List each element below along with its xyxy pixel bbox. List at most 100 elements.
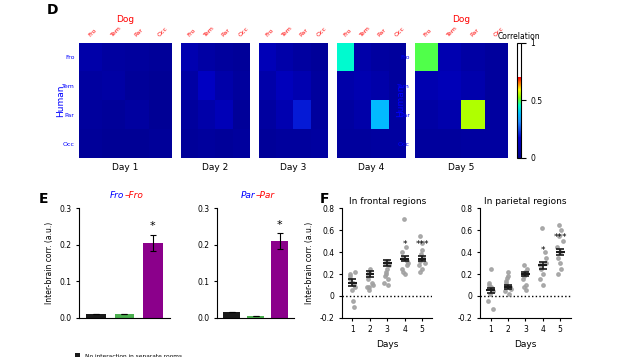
Point [417, 247, 427, 253]
Point [363, 277, 373, 282]
Point [538, 282, 548, 288]
Text: Par: Par [241, 191, 256, 200]
Point [415, 269, 425, 275]
Point [519, 284, 529, 290]
Point [415, 233, 425, 238]
Point [541, 255, 551, 261]
Point [347, 287, 357, 293]
Point [483, 298, 493, 304]
Point [382, 258, 392, 264]
Point [403, 260, 413, 266]
Point [506, 286, 516, 292]
Point [519, 262, 529, 268]
Text: F: F [320, 192, 329, 206]
Text: –Fro: –Fro [124, 191, 143, 200]
Point [363, 273, 373, 279]
Text: *: * [403, 240, 407, 250]
Point [522, 266, 533, 271]
Point [381, 271, 391, 277]
Point [521, 282, 531, 288]
Point [486, 266, 496, 271]
Point [536, 225, 547, 231]
Point [345, 271, 355, 277]
X-axis label: Day 2: Day 2 [202, 164, 229, 172]
Y-axis label: Inter-brain corr. (a.u.): Inter-brain corr. (a.u.) [305, 222, 314, 304]
Point [500, 289, 510, 295]
Title: Correlation: Correlation [498, 32, 540, 41]
Point [519, 271, 529, 277]
Point [488, 289, 498, 295]
Point [535, 277, 545, 282]
Point [368, 282, 378, 288]
Point [417, 266, 427, 271]
Point [350, 284, 360, 290]
Point [397, 249, 407, 255]
Point [381, 269, 391, 275]
Point [540, 249, 550, 255]
Text: E: E [39, 192, 48, 206]
X-axis label: Day 4: Day 4 [358, 164, 384, 172]
Point [350, 269, 360, 275]
Point [501, 280, 511, 286]
Text: D: D [47, 2, 58, 16]
Point [487, 286, 497, 292]
X-axis label: Days: Days [514, 340, 536, 349]
Point [398, 269, 408, 275]
Point [486, 284, 496, 290]
Text: Dog: Dog [117, 15, 134, 24]
Point [501, 276, 512, 281]
Point [379, 280, 389, 286]
Point [501, 282, 511, 288]
Point [398, 255, 408, 261]
Text: ***: *** [553, 233, 567, 242]
Point [400, 271, 410, 277]
Point [401, 244, 411, 250]
Point [485, 291, 495, 297]
Point [519, 273, 529, 279]
Point [417, 241, 427, 246]
Text: *: * [277, 220, 283, 230]
Point [552, 244, 562, 250]
X-axis label: Day 1: Day 1 [112, 164, 139, 172]
Point [399, 216, 410, 222]
Point [554, 222, 564, 228]
Point [535, 262, 545, 268]
Text: *: * [541, 246, 545, 255]
Point [420, 260, 430, 266]
Point [346, 277, 356, 282]
Point [365, 266, 375, 271]
Point [553, 271, 563, 277]
Point [556, 266, 566, 271]
Point [363, 271, 373, 277]
Bar [86, 314, 106, 318]
Point [505, 284, 515, 290]
Point [484, 280, 494, 286]
Point [541, 260, 551, 266]
Point [555, 249, 566, 255]
Point [380, 260, 391, 266]
Point [397, 266, 407, 271]
Bar [271, 241, 288, 318]
Point [520, 269, 530, 275]
Point [348, 280, 358, 286]
Text: *: * [150, 221, 155, 231]
Legend: No interaction in separate rooms, No interaction in the same room, Interaction i: No interaction in separate rooms, No int… [73, 351, 184, 357]
Text: Human: Human [397, 84, 406, 117]
Text: Dog: Dog [452, 15, 470, 24]
Point [401, 258, 411, 264]
Title: In parietal regions: In parietal regions [484, 197, 567, 206]
Point [382, 266, 392, 271]
Bar [143, 243, 162, 318]
X-axis label: Day 3: Day 3 [280, 164, 307, 172]
X-axis label: Days: Days [376, 340, 398, 349]
Point [383, 277, 393, 282]
Point [556, 227, 566, 233]
Text: Human: Human [56, 84, 65, 117]
Point [403, 262, 413, 268]
X-axis label: Day 5: Day 5 [448, 164, 474, 172]
Point [484, 282, 494, 288]
Text: ***: *** [415, 240, 429, 250]
Point [415, 258, 425, 264]
Point [383, 282, 393, 288]
Point [367, 280, 377, 286]
